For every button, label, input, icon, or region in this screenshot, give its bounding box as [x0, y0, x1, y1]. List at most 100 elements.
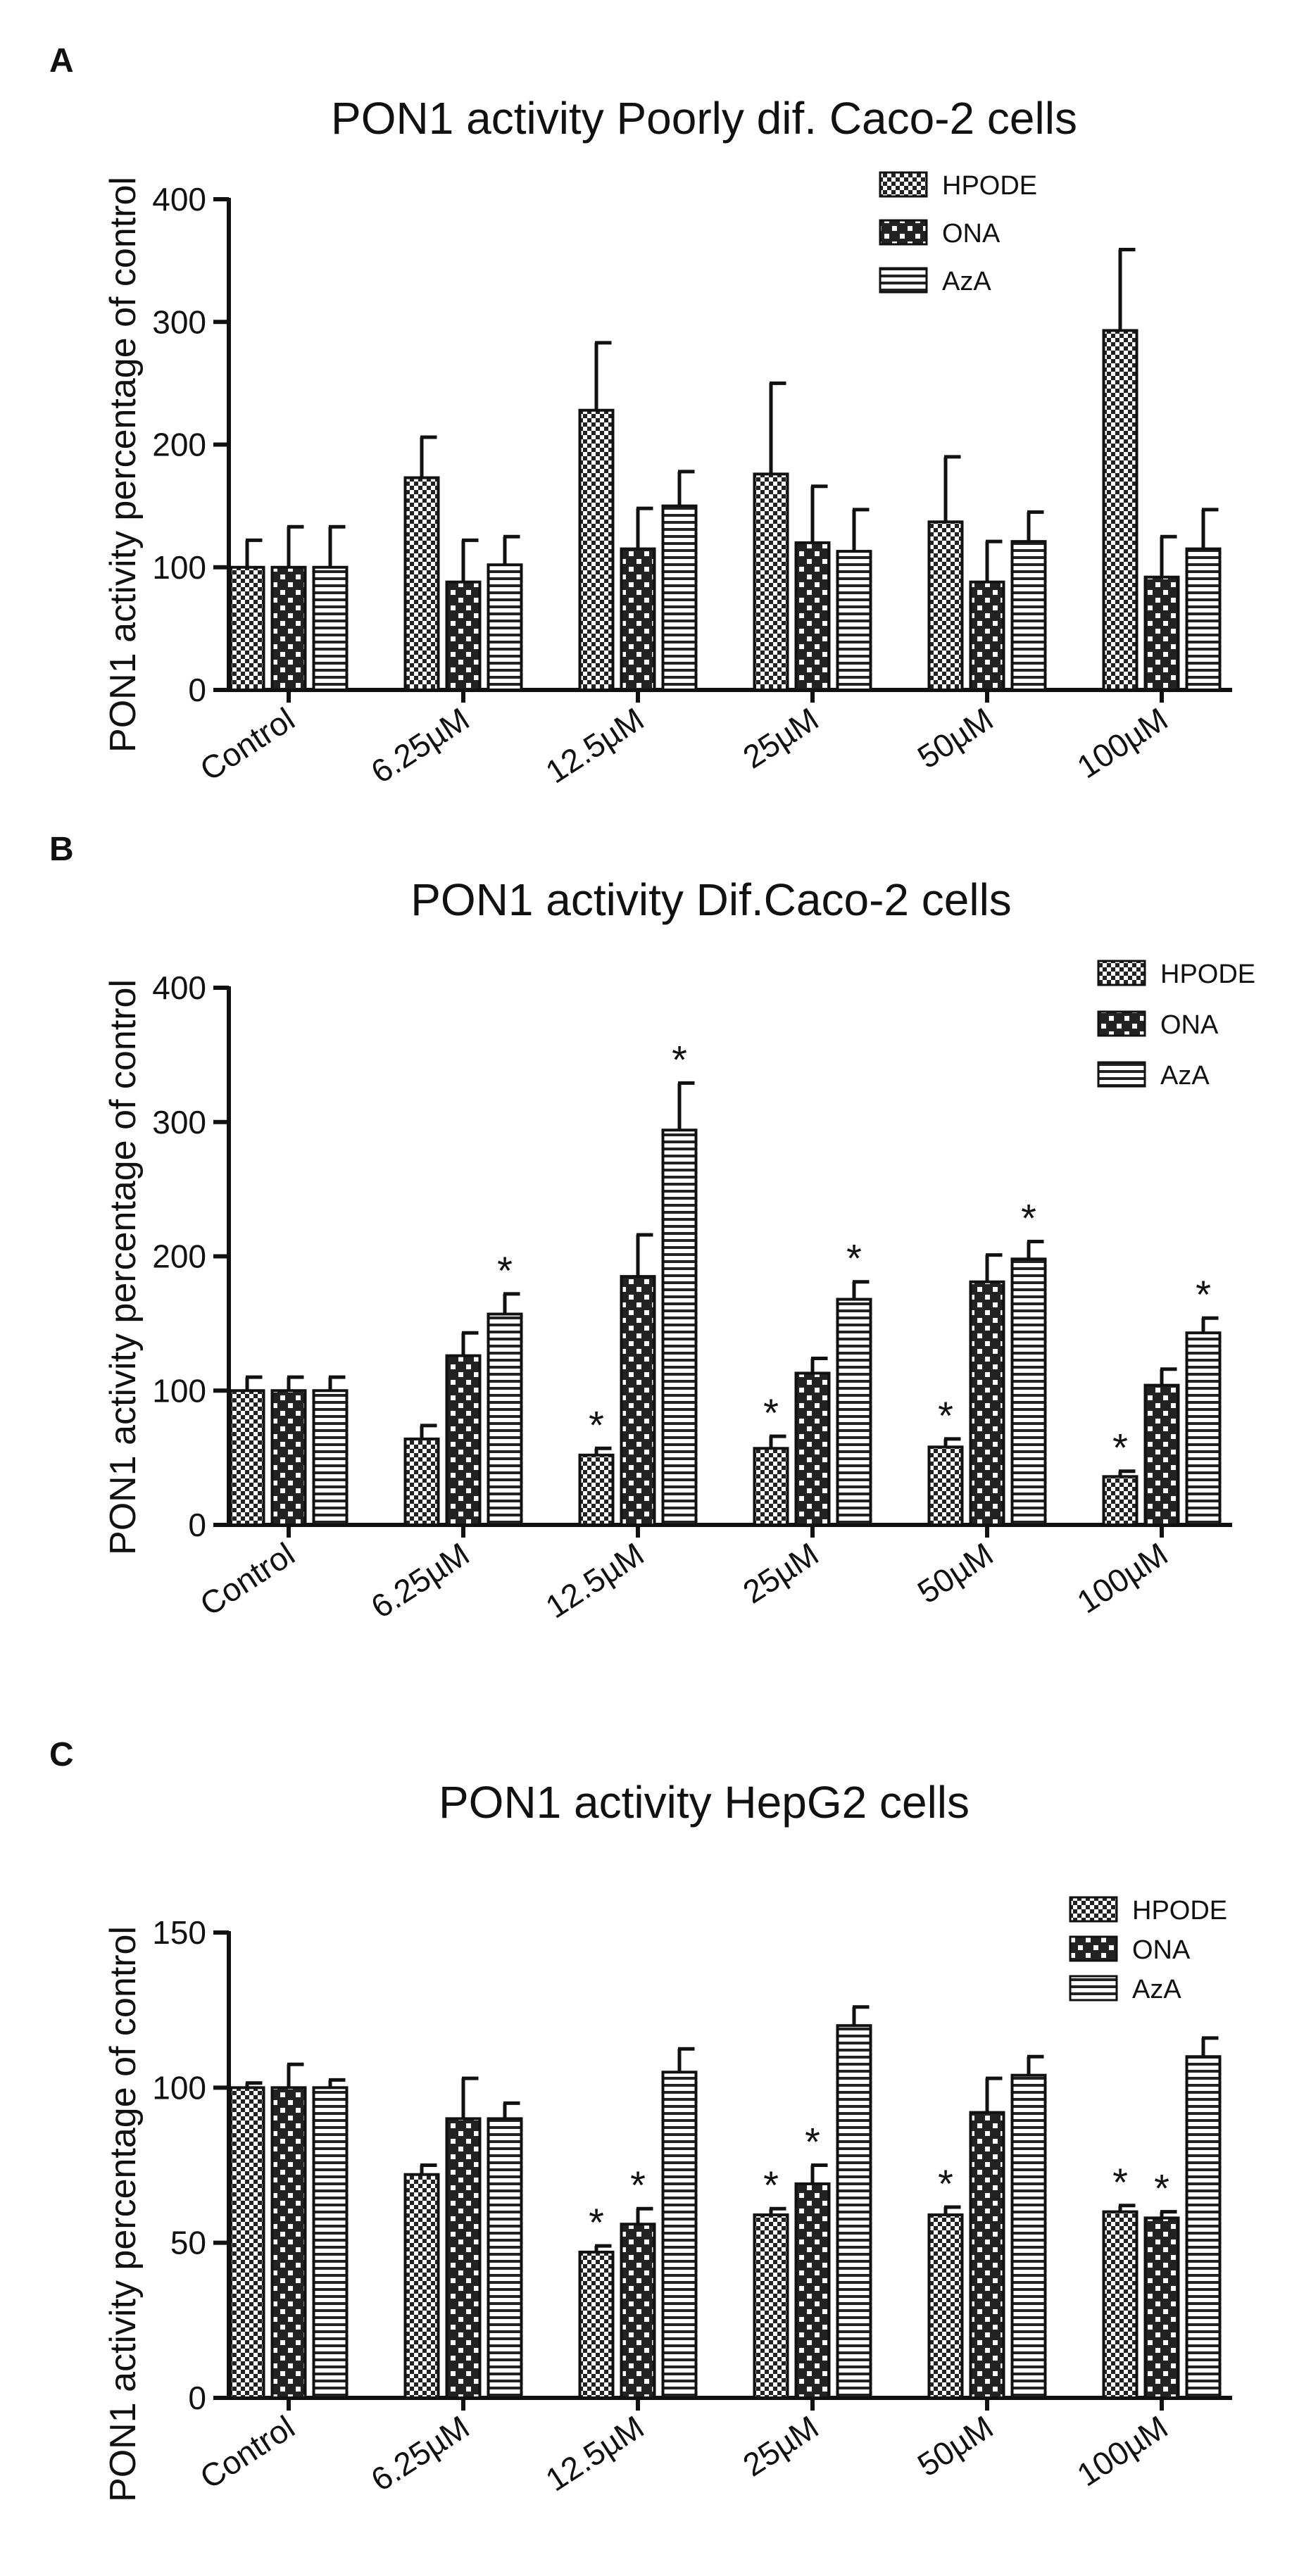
bar-hpode-control-a	[229, 565, 265, 691]
x-tick-label-a-control: Control	[194, 700, 301, 788]
y-tick-label-c-50: 50	[170, 2225, 206, 2261]
x-tick-label-c-25um: 25µM	[736, 2408, 825, 2484]
significance-star-hpode-100um-c: *	[1112, 2160, 1128, 2204]
bar-ona-control-b	[270, 1389, 307, 1526]
panel-letter-b: B	[49, 831, 74, 868]
x-tick-label-c-100um: 100µM	[1070, 2408, 1174, 2494]
bar-aza-control-a	[312, 565, 349, 691]
x-tick-label-a-6-25um: 6.25µM	[365, 700, 476, 791]
bar-aza-100um-b	[1185, 1331, 1222, 1527]
bar-ona-50um-c	[969, 2111, 1005, 2399]
x-tick-label-c-12-5um: 12.5µM	[539, 2408, 651, 2499]
bar-hpode-25um-a	[753, 472, 789, 691]
bar-aza-6-25um-c	[487, 2117, 523, 2399]
bar-ona-12-5um-b	[620, 1275, 656, 1527]
x-tick-label-c-control: Control	[194, 2408, 301, 2496]
x-tick-label-b-12-5um: 12.5µM	[539, 1535, 651, 1626]
bar-aza-25um-c	[836, 2024, 872, 2399]
legend-swatch-aza-a	[879, 267, 928, 294]
x-tick-label-a-25um: 25µM	[736, 700, 825, 776]
bar-hpode-control-c	[229, 2086, 265, 2399]
panel-letter-c: C	[49, 1736, 74, 1773]
panel-b: B PON1 activity Dif.Caco-2 cells PON1 ac…	[49, 831, 1255, 1625]
plot-area-a: 0 100 200 300 400 Control 6.25µM 12.5µM 25µM 50µM…	[152, 171, 1232, 790]
bar-ona-control-a	[270, 565, 307, 691]
legend-swatch-hpode-a	[879, 171, 928, 198]
x-tick-label-b-100um: 100µM	[1070, 1535, 1174, 1621]
y-tick-label-b-100: 100	[152, 1372, 206, 1409]
significance-star-aza-12-5um-b: *	[672, 1037, 687, 1081]
bar-aza-50um-a	[1010, 540, 1047, 691]
bar-aza-25um-b	[836, 1298, 872, 1527]
y-tick-label-c-150: 150	[152, 1914, 206, 1951]
bar-hpode-25um-b	[753, 1447, 789, 1526]
x-tick-label-b-6-25um: 6.25µM	[365, 1535, 476, 1626]
legend-label-hpode-c: HPODE	[1132, 1896, 1227, 1925]
bar-aza-6-25um-a	[487, 563, 523, 692]
y-axis-label-b: PON1 activity percentage of control	[103, 979, 144, 1555]
bar-ona-12-5um-c	[620, 2223, 656, 2399]
legend-label-aza-c: AzA	[1132, 1975, 1181, 2004]
x-tick-label-c-50um: 50µM	[911, 2408, 1000, 2484]
legend-label-ona-a: ONA	[942, 219, 1000, 249]
chart-title-a: PON1 activity Poorly dif. Caco-2 cells	[331, 93, 1077, 144]
significance-star-hpode-100um-b: *	[1112, 1426, 1128, 1470]
bar-hpode-100um-b	[1102, 1475, 1138, 1527]
bar-aza-12-5um-c	[661, 2071, 698, 2400]
panel-c: C PON1 activity HepG2 cells PON1 activit…	[49, 1736, 1232, 2502]
legend-swatch-hpode-c	[1069, 1896, 1118, 1923]
bar-aza-12-5um-b	[661, 1129, 698, 1526]
bar-ona-100um-b	[1143, 1383, 1180, 1526]
legend-swatch-hpode-b	[1097, 960, 1146, 986]
legend-swatch-aza-b	[1097, 1061, 1146, 1088]
bar-aza-control-b	[312, 1389, 349, 1526]
bar-hpode-6-25um-b	[403, 1437, 440, 1527]
x-tick-label-a-50um: 50µM	[911, 700, 1000, 776]
significance-star-aza-100um-b: *	[1196, 1272, 1211, 1317]
bar-ona-100um-a	[1143, 575, 1180, 691]
y-tick-label-b-300: 300	[152, 1104, 206, 1141]
bar-aza-6-25um-b	[487, 1312, 523, 1526]
y-tick-label-a-400: 400	[152, 181, 206, 218]
bar-aza-50um-c	[1010, 2073, 1047, 2400]
plot-area-b: 0 100 200 300 400 Control 6.25µM * 12.5µM * * 25µM *…	[152, 960, 1255, 1625]
bar-ona-6-25um-c	[445, 2117, 482, 2399]
panel-a: A PON1 activity Poorly dif. Caco-2 cells…	[49, 42, 1232, 790]
y-axis-label-c: PON1 activity percentage of control	[103, 1926, 144, 2502]
bar-hpode-50um-b	[927, 1445, 964, 1526]
x-tick-label-a-100um: 100µM	[1070, 700, 1174, 786]
significance-star-ona-100um-c: *	[1154, 2166, 1169, 2211]
significance-star-aza-50um-b: *	[1021, 1196, 1036, 1240]
y-tick-label-a-100: 100	[152, 549, 206, 586]
significance-star-hpode-12-5um-b: *	[589, 1402, 604, 1447]
y-tick-label-b-0: 0	[188, 1507, 206, 1543]
y-tick-label-a-200: 200	[152, 427, 206, 463]
bar-ona-6-25um-b	[445, 1354, 482, 1527]
bar-ona-50um-a	[969, 580, 1005, 691]
significance-star-ona-25um-c: *	[805, 2120, 820, 2164]
significance-star-hpode-50um-c: *	[938, 2161, 953, 2206]
y-tick-label-a-0: 0	[188, 672, 206, 708]
plot-area-c: 0 50 100 150 Control 6.25µM 12.5µM * * 25µM * * 50µM…	[152, 1896, 1232, 2498]
bar-hpode-6-25um-a	[403, 476, 440, 691]
bar-ona-100um-c	[1143, 2216, 1180, 2399]
bar-ona-25um-c	[794, 2182, 831, 2399]
bar-aza-25um-a	[836, 550, 872, 691]
legend-label-hpode-b: HPODE	[1160, 960, 1255, 989]
legend-swatch-ona-b	[1097, 1010, 1146, 1037]
bar-ona-25um-b	[794, 1371, 831, 1527]
bar-aza-12-5um-a	[661, 504, 698, 691]
bar-hpode-25um-c	[753, 2213, 789, 2399]
bar-aza-100um-c	[1185, 2055, 1222, 2399]
legend-label-aza-b: AzA	[1160, 1061, 1210, 1091]
bar-ona-50um-b	[969, 1280, 1005, 1527]
bar-hpode-50um-c	[927, 2213, 964, 2399]
panel-letter-a: A	[49, 42, 74, 80]
bar-hpode-12-5um-b	[578, 1453, 615, 1527]
y-tick-label-b-400: 400	[152, 969, 206, 1006]
bar-hpode-50um-a	[927, 520, 964, 692]
y-tick-label-a-300: 300	[152, 303, 206, 340]
significance-star-aza-25um-b: *	[846, 1236, 862, 1281]
significance-star-hpode-25um-b: *	[763, 1390, 779, 1435]
